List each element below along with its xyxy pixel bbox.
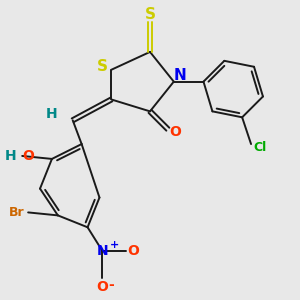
Text: -: - [109,278,114,292]
Text: N: N [173,68,186,83]
Text: O: O [128,244,140,258]
Text: O: O [22,149,34,163]
Text: S: S [97,59,108,74]
Text: H: H [4,149,16,163]
Text: O: O [97,280,108,294]
Text: Cl: Cl [253,140,267,154]
Text: S: S [145,7,155,22]
Text: +: + [110,240,119,250]
Text: H: H [46,107,58,121]
Text: Br: Br [8,206,24,219]
Text: O: O [169,125,181,139]
Text: N: N [97,244,108,258]
